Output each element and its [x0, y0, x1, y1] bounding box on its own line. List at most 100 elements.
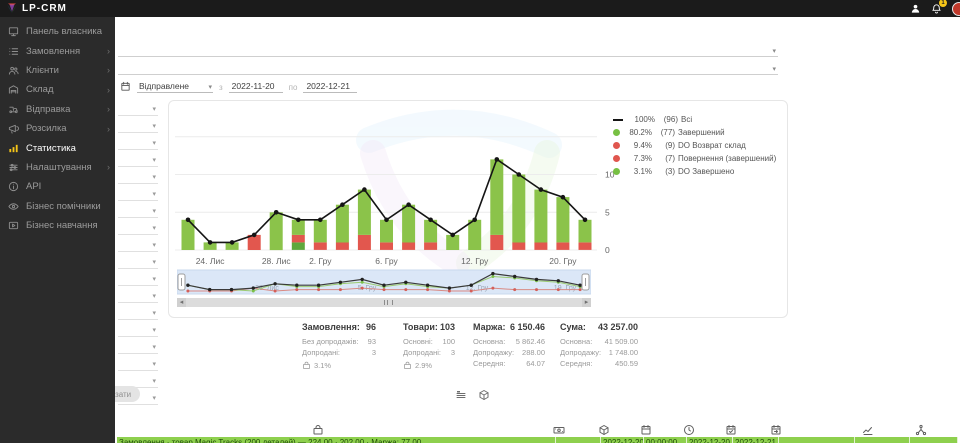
chevron-right-icon: ›: [107, 84, 110, 95]
chevron-down-icon: ▾: [152, 344, 156, 351]
legend-item-2[interactable]: 80.2% (77) Завершений: [613, 126, 776, 139]
sidebar-item-7[interactable]: Статистика: [0, 138, 115, 157]
chart-edit-icon[interactable]: [862, 423, 874, 435]
svg-text:20. Гру: 20. Гру: [549, 256, 577, 266]
filter-select-1[interactable]: ▾: [118, 42, 778, 57]
stat-title: Маржа:: [473, 322, 506, 332]
sidebar-item-5[interactable]: Відправка ›: [0, 100, 115, 119]
legend-item-1[interactable]: 100% (96) Всі: [613, 113, 776, 126]
table-cell-5: 2022-12-20 15:02:00: [687, 437, 733, 443]
sidebar-item-8[interactable]: Налаштування ›: [0, 158, 115, 177]
side-filter-select-13[interactable]: ▾: [118, 303, 158, 320]
side-filter-select-5[interactable]: ▾: [118, 167, 158, 184]
chart-navigator[interactable]: 28. Лис 5. Гру 12. Гру 19. Гру: [176, 269, 592, 301]
stat-sub-value: 3: [450, 348, 455, 357]
chevron-down-icon: ▾: [152, 123, 156, 130]
side-filter-select-12[interactable]: ▾: [118, 286, 158, 303]
table-cell-7: [779, 437, 855, 443]
scroll-grip[interactable]: [384, 300, 393, 305]
legend-item-3[interactable]: 9.4% (9) DO Возврат склад: [613, 139, 776, 152]
stat-sub-label: Допродані:: [302, 348, 341, 357]
date-type-value: Відправлене: [139, 81, 190, 91]
chevron-down-icon: ▾: [152, 174, 156, 181]
side-filter-select-3[interactable]: ▾: [118, 133, 158, 150]
sidebar-item-11[interactable]: Бізнес навчання: [0, 216, 115, 235]
legend-count: (3): [665, 167, 675, 176]
side-filter-select-10[interactable]: ▾: [118, 252, 158, 269]
stat-sub-value: 93: [367, 337, 376, 346]
chart-scrollbar[interactable]: ◂ ▸: [177, 298, 591, 307]
parcel-icon[interactable]: [598, 423, 610, 435]
side-filter-select-16[interactable]: ▾: [118, 354, 158, 371]
clock-icon[interactable]: [683, 423, 695, 435]
avatar[interactable]: [952, 1, 960, 16]
chevron-down-icon: ▾: [152, 140, 156, 147]
chevron-down-icon: ▾: [152, 310, 156, 317]
date-type-select[interactable]: Відправлене ▾: [137, 81, 213, 93]
legend-line-marker: [613, 118, 623, 121]
brand-logo[interactable]: LP-CRM: [6, 3, 67, 14]
side-filter-select-8[interactable]: ▾: [118, 218, 158, 235]
stat-badge-value: 3.1%: [314, 361, 332, 370]
table-cell-6: 2022-12-21 12:07:05: [733, 437, 779, 443]
stat-sub-label: Допродажу:: [560, 348, 602, 357]
side-filter-select-9[interactable]: ▾: [118, 235, 158, 252]
legend-label: Завершений: [678, 128, 725, 137]
notifications-bell-icon[interactable]: 1: [931, 0, 947, 14]
side-filter-select-1[interactable]: ▾: [118, 99, 158, 116]
calendar-check-icon[interactable]: [725, 423, 737, 435]
sidebar-item-4[interactable]: Склад ›: [0, 80, 115, 99]
user-icon[interactable]: [910, 3, 921, 14]
side-filter-select-15[interactable]: ▾: [118, 337, 158, 354]
filter-select-2[interactable]: ▾: [118, 60, 778, 75]
sidebar-item-3[interactable]: Клієнти ›: [0, 61, 115, 80]
legend-item-5[interactable]: 3.1% (3) DO Завершено: [613, 165, 776, 178]
sidebar-item-10[interactable]: Бізнес помічники: [0, 197, 115, 216]
side-filter-select-14[interactable]: ▾: [118, 320, 158, 337]
sidebar-item-6[interactable]: Розсилка ›: [0, 119, 115, 138]
stat-sub-label: Без допродажів:: [302, 337, 359, 346]
scroll-left-arrow[interactable]: ◂: [177, 298, 186, 307]
bag-icon: [403, 361, 412, 370]
side-filter-select-11[interactable]: ▾: [118, 269, 158, 286]
sidebar-item-label: Відправка: [26, 103, 71, 115]
table-cell-8: [855, 437, 910, 443]
brand-name: LP-CRM: [22, 3, 67, 14]
calendar-icon[interactable]: [640, 423, 652, 435]
legend-count: (96): [663, 115, 678, 124]
sidebar-item-label: Замовлення: [26, 45, 81, 57]
table-row[interactable]: Замовлення · товар Magic Tracks (200 дет…: [117, 437, 958, 443]
chevron-down-icon: ▾: [152, 395, 156, 402]
stat-sub-value: 288.00: [522, 348, 545, 357]
topbar: LP-CRM 1: [0, 0, 960, 17]
sidebar-item-2[interactable]: Замовлення ›: [0, 41, 115, 60]
date-from-input[interactable]: 2022-11-20: [228, 81, 283, 93]
sidebar-item-9[interactable]: API: [0, 177, 115, 196]
side-filter-select-18[interactable]: ▾: [118, 388, 158, 405]
sidebar-item-1[interactable]: Панель власника: [0, 22, 115, 41]
side-filter-select-2[interactable]: ▾: [118, 116, 158, 133]
bag-icon[interactable]: [312, 423, 324, 435]
side-filter-select-4[interactable]: ▾: [118, 150, 158, 167]
stat-value: 6 150.46: [509, 322, 545, 332]
stat-sub-value: 1 748.00: [608, 348, 638, 357]
sidebar-item-label: Бізнес помічники: [26, 200, 101, 212]
legend-percent: 3.1%: [633, 167, 652, 176]
list-view-icon[interactable]: [455, 388, 467, 400]
legend-count: (7): [665, 154, 675, 163]
stat-sub-value: 3: [371, 348, 376, 357]
scroll-right-arrow[interactable]: ▸: [582, 298, 591, 307]
legend-item-4[interactable]: 7.3% (7) Повернення (завершений): [613, 152, 776, 165]
side-filter-select-7[interactable]: ▾: [118, 201, 158, 218]
side-filter-select-6[interactable]: ▾: [118, 184, 158, 201]
users-icon[interactable]: [915, 423, 927, 436]
package-view-icon[interactable]: [478, 388, 490, 400]
stat-value: 103: [439, 322, 455, 332]
orders-chart[interactable]: 0 5 10 24. Лис 28. Лис 2. Гру 6. Гру 12. Гру 20.…: [175, 107, 623, 274]
date-to-input[interactable]: 2022-12-21: [303, 81, 358, 93]
banknote-icon[interactable]: [553, 423, 565, 435]
table-cell-9: [910, 437, 958, 443]
sidebar-item-label: Налаштування: [26, 161, 92, 173]
side-filter-select-17[interactable]: ▾: [118, 371, 158, 388]
calendar-arrow-icon[interactable]: [770, 423, 782, 435]
